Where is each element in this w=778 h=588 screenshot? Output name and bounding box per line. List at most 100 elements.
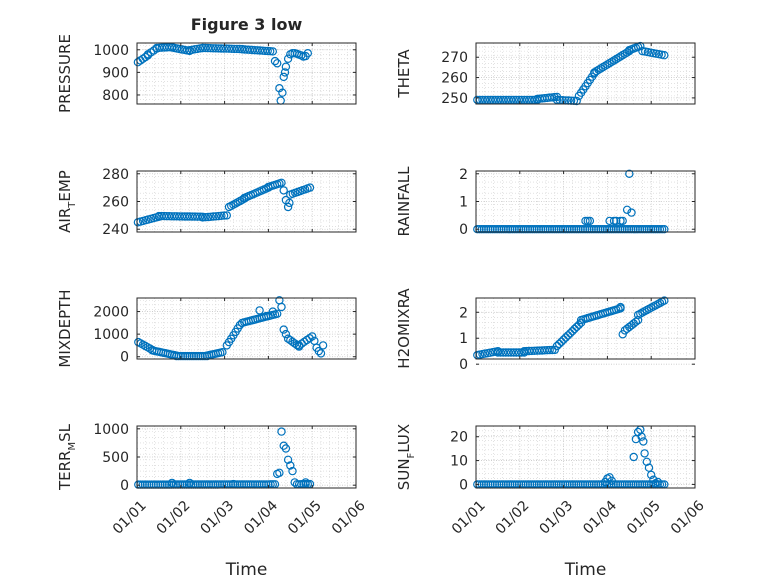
data-point [262,311,271,321]
data-point [642,224,651,234]
panel-6: 0 1 2 H2OMIXRA [395,288,696,373]
x-tick-label: 01/04 [580,498,620,538]
data-point [618,224,627,234]
data-point [600,224,610,234]
data-point [587,224,596,234]
data-point [266,47,275,56]
axes-box [136,297,357,360]
panel-2: 250 260 270 THETA [395,41,696,107]
data-point [616,216,625,226]
data-point [640,449,649,458]
data-points [134,296,328,361]
data-point [318,341,328,350]
data-point [545,345,554,355]
data-point [572,322,581,332]
y-label-main: SUN [395,458,413,490]
data-point [660,51,669,60]
data-point [303,49,312,58]
data-point [609,216,619,226]
x-tick-label: 01/05 [624,498,664,538]
data-point [227,44,236,54]
data-point [283,202,293,212]
data-point [618,216,627,226]
data-point [493,348,503,357]
y-label-rest: LUX [395,424,413,453]
data-point [273,59,282,68]
data-point [565,224,574,234]
y-tick-label: 1000 [93,43,129,59]
data-point [281,329,291,339]
y-axis-label: AIRTEMP [56,170,78,233]
data-point [219,44,228,53]
data-point [541,224,550,234]
y-tick-label: 250 [441,91,468,107]
y-tick-label: 0 [459,477,468,493]
data-point [574,320,584,329]
data-point [543,224,552,234]
data-point [596,64,606,73]
data-point [583,216,592,226]
y-label-rest: EMP [56,170,74,201]
data-point [512,224,522,234]
data-point [268,307,277,316]
data-point [488,224,497,234]
data-point [598,224,607,234]
axes-box [136,42,357,105]
data-point [644,224,654,234]
data-point [218,348,227,357]
x-axis-label: Time [564,560,607,580]
data-point [222,44,231,53]
data-point [576,224,585,234]
data-point [552,224,561,234]
data-point [581,216,590,226]
data-point [283,455,293,464]
y-axis-label: MIXDEPTH [56,289,74,367]
y-label-main: AIR [56,208,74,233]
data-point [618,330,627,339]
data-point [570,324,579,334]
data-point [285,198,294,208]
data-point [521,224,530,234]
data-point [620,224,629,234]
data-point [273,309,282,318]
data-point [616,302,625,312]
data-point [279,72,288,82]
data-point [563,331,573,340]
data-point [185,478,194,488]
data-point [283,54,293,64]
data-point [504,348,513,357]
data-point [201,43,210,53]
data-point [270,56,280,66]
x-tick-label: 01/06 [668,498,708,538]
y-tick-label: 240 [102,222,129,238]
data-point [280,68,290,77]
data-point [532,224,541,234]
data-point [214,211,223,221]
data-point [637,432,646,441]
panel-4: 0 1 2 RAINFALL [395,166,696,238]
data-point [203,43,213,53]
y-tick-label: 0 [120,350,129,366]
data-point [183,351,192,361]
data-point [640,224,649,234]
data-point [193,212,202,221]
data-point [217,211,226,220]
data-point [568,327,577,336]
data-point [590,68,599,77]
y-tick-label: 1000 [93,327,129,343]
data-point [653,224,662,234]
data-point [506,348,516,357]
x-tick-label: 01/03 [197,498,237,538]
data-point [572,96,581,106]
data-point [203,212,213,222]
data-point [545,224,555,234]
y-label-rest: SL [56,423,74,442]
data-point [578,224,588,234]
data-point [509,348,518,357]
y-tick-label: 20 [450,430,468,446]
data-point [229,44,239,54]
y-tick-label: 270 [441,50,468,66]
y-axis-label: H2OMIXRA [395,288,413,369]
y-tick-label: 260 [102,195,129,211]
